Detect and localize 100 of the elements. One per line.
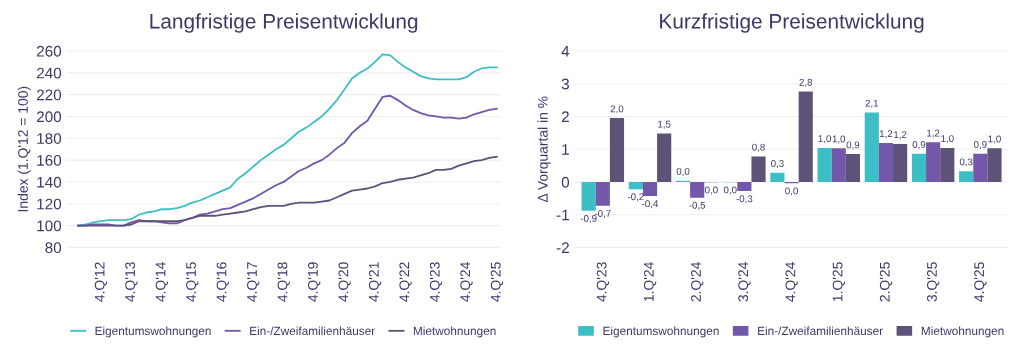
data-label: 1,0: [941, 135, 954, 144]
data-label: 1,2: [879, 130, 893, 139]
x-tick-label: 4.Q'20: [338, 262, 351, 302]
bar: [770, 172, 785, 182]
bar: [831, 148, 846, 182]
data-label: 1,0: [832, 135, 846, 144]
data-label: 0,9: [912, 141, 926, 150]
bar: [817, 147, 832, 182]
x-tick-label: 4.Q'24: [460, 262, 473, 302]
x-tick-label: 4.Q'13: [125, 262, 138, 302]
chart-title: Langfristige Preisentwicklung: [150, 13, 418, 33]
y-tick-label: 220: [36, 89, 62, 101]
x-tick-label: 4.Q'12: [94, 262, 108, 302]
y-tick-label: 3: [561, 78, 569, 90]
x-tick-label: 4.Q'23: [596, 262, 610, 302]
legend-label: Eigentumswohnungen: [603, 326, 719, 338]
bar: [940, 147, 955, 182]
data-label: 0,3: [959, 158, 973, 167]
bar: [973, 153, 988, 182]
legend-label: Ein-/Zweifamilienhäuser: [250, 326, 375, 336]
x-tick-label: 4.Q'14: [155, 262, 168, 302]
bar: [737, 181, 752, 192]
y-tick-label: 1: [562, 144, 569, 155]
x-tick-label: 4.Q'25: [974, 262, 987, 302]
x-tick-label: 4.Q'17: [247, 262, 260, 302]
x-tick-label: 4.Q'21: [368, 262, 382, 302]
y-axis-title: Δ Vorquartal in %: [537, 96, 551, 203]
y-tick-label: 240: [36, 67, 62, 79]
x-tick-label: 4.Q'25: [490, 262, 504, 302]
data-label: -0,9: [580, 214, 597, 223]
data-label: -0,3: [736, 195, 753, 204]
line-series: [77, 155, 498, 227]
data-label: 1,0: [818, 135, 831, 144]
data-label: -0,5: [689, 201, 706, 210]
data-label: 0,3: [771, 160, 784, 169]
y-tick-label: 2: [561, 111, 569, 123]
data-label: 0,9: [846, 141, 860, 150]
y-tick-label: 120: [37, 198, 62, 210]
bar: [878, 142, 894, 182]
x-tick-label: 3.Q'24: [738, 262, 751, 302]
x-tick-label: 3.Q'25: [927, 262, 940, 302]
bar: [911, 153, 927, 182]
x-tick-label: 2.Q'24: [691, 262, 704, 302]
data-label: 2,0: [610, 105, 624, 114]
bar: [628, 181, 643, 190]
data-label: 0,0: [785, 187, 798, 196]
bar: [987, 148, 1002, 182]
y-tick-label: -1: [556, 209, 569, 221]
chart-title: Kurzfristige Preisentwicklung: [660, 13, 924, 33]
y-tick-label: -2: [556, 242, 569, 253]
line-series: [77, 53, 498, 227]
data-label: 0,8: [752, 143, 765, 152]
data-label: 2,8: [799, 78, 813, 87]
bar: [609, 118, 625, 182]
data-label: 0,0: [723, 186, 737, 195]
y-axis-title: Index (1.Q'12 = 100): [17, 86, 31, 212]
data-label: 1,2: [927, 129, 940, 138]
legend-label: Mietwohnungen: [413, 326, 496, 338]
bar: [926, 142, 941, 182]
data-label: 2,1: [865, 99, 879, 108]
data-label: 0,0: [704, 186, 718, 195]
x-tick-label: 4.Q'18: [277, 262, 290, 302]
y-tick-label: 100: [37, 220, 62, 232]
y-tick-label: 180: [37, 133, 62, 144]
x-tick-label: 2.Q'25: [879, 262, 893, 302]
x-tick-label: 4.Q'24: [785, 262, 798, 302]
bar: [657, 133, 672, 182]
x-tick-label: 4.Q'19: [307, 262, 321, 302]
bar: [845, 154, 860, 182]
bar: [690, 181, 705, 198]
bar: [751, 156, 766, 182]
data-label: 1,0: [988, 135, 1001, 144]
y-tick-label: 0: [561, 176, 570, 188]
legend-label: Mietwohnungen: [921, 326, 1004, 338]
data-label: 0,0: [676, 167, 690, 176]
bar: [798, 91, 813, 182]
bar: [893, 143, 908, 182]
legend-label: Ein-/Zweifamilienhäuser: [758, 326, 883, 336]
x-tick-label: 4.Q'15: [186, 262, 199, 302]
y-tick-label: 200: [36, 111, 62, 123]
bar: [595, 181, 610, 206]
x-tick-label: 4.Q'23: [429, 262, 443, 302]
legend-label: Eigentumswohnungen: [95, 326, 211, 338]
data-label: -0,4: [642, 200, 659, 209]
bar: [581, 181, 596, 211]
bar: [959, 171, 974, 182]
x-tick-label: 1.Q'24: [643, 262, 657, 302]
data-label: 1,2: [894, 131, 907, 140]
data-label: 0,9: [973, 141, 987, 150]
y-tick-label: 4: [561, 46, 570, 57]
y-tick-label: 80: [45, 242, 62, 254]
x-tick-label: 4.Q'22: [399, 262, 412, 302]
x-tick-label: 1.Q'25: [832, 262, 845, 302]
x-tick-label: 4.Q'16: [216, 262, 229, 302]
data-label: 1,5: [658, 120, 671, 129]
y-tick-label: 260: [36, 45, 62, 57]
y-tick-label: 160: [37, 154, 62, 166]
bar: [642, 181, 658, 197]
bar: [864, 112, 879, 182]
data-label: -0,2: [627, 193, 644, 202]
